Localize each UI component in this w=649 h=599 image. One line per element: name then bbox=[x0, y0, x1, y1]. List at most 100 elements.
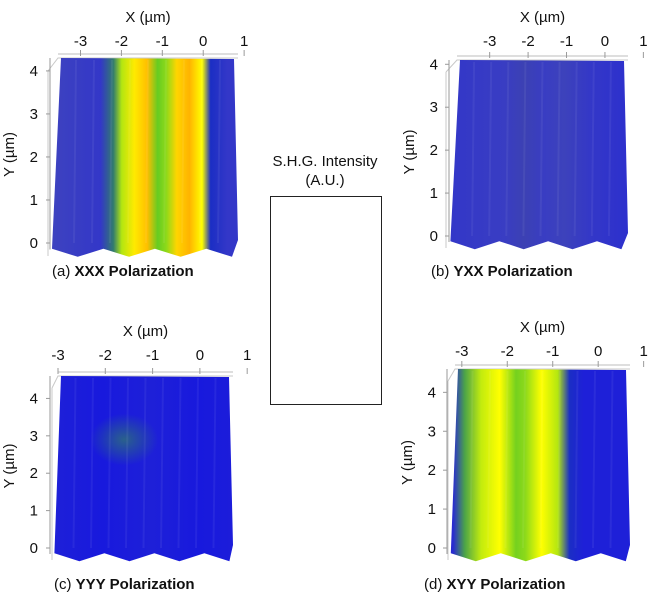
surface-striation bbox=[609, 370, 614, 549]
y-axis-label: Y (µm) bbox=[1, 443, 18, 488]
caption-c-prefix: (c) bbox=[54, 576, 76, 593]
x-tick-label: 0 bbox=[601, 33, 609, 50]
surface-striation bbox=[471, 61, 476, 237]
surface-striation bbox=[522, 370, 526, 549]
surface-striation bbox=[539, 370, 544, 549]
x-tick-label: 1 bbox=[243, 347, 251, 364]
x-axis-label: X (µm) bbox=[520, 319, 565, 336]
surface-striation bbox=[90, 377, 94, 549]
box-back-edge bbox=[47, 57, 238, 72]
surface-striation bbox=[142, 377, 147, 549]
surface-striation bbox=[195, 377, 199, 549]
y-tick-label: 4 bbox=[30, 63, 38, 80]
box-back-edge bbox=[51, 375, 233, 389]
surface-striation bbox=[574, 370, 579, 549]
y-tick-label: 2 bbox=[30, 149, 38, 166]
surface-striation bbox=[217, 59, 221, 244]
legend-box bbox=[270, 196, 382, 405]
y-tick-label: 4 bbox=[428, 384, 436, 401]
surface-striation bbox=[607, 61, 612, 237]
y-tick-label: 2 bbox=[428, 462, 436, 479]
x-tick-label: -1 bbox=[560, 33, 573, 50]
x-tick-label: -3 bbox=[51, 347, 64, 364]
surface-striation bbox=[505, 61, 510, 237]
surface-striation bbox=[160, 377, 164, 549]
x-tick-label: -3 bbox=[455, 343, 468, 360]
surface-striation bbox=[73, 59, 77, 244]
y-tick-label: 3 bbox=[30, 106, 38, 123]
surface-striation bbox=[91, 59, 95, 244]
surface-hotspot bbox=[90, 413, 159, 466]
y-tick-label: 1 bbox=[428, 501, 436, 518]
surface-striation bbox=[181, 59, 185, 244]
x-tick-label: 0 bbox=[594, 343, 602, 360]
box-back-edge bbox=[445, 59, 628, 73]
panel-b: 0 1 2 3 4 Y (µm) -3 -2 -1 0 1 X (µm) bbox=[401, 9, 648, 250]
x-tick-label: -1 bbox=[156, 33, 169, 50]
x-tick-label: -2 bbox=[501, 343, 514, 360]
y-axis-label: Y (µm) bbox=[1, 132, 18, 177]
y-tick-label: 0 bbox=[430, 228, 438, 245]
panel-a: 0 1 2 3 4 Y (µm) -3 -2 -1 0 1 X (µm) bbox=[1, 9, 248, 257]
y-tick-label: 2 bbox=[430, 142, 438, 159]
surface-striation bbox=[573, 61, 578, 237]
surface-striation bbox=[177, 377, 182, 549]
surface-striation bbox=[107, 377, 112, 549]
surface-striation bbox=[72, 377, 77, 549]
caption-d: (d) XYY Polarization bbox=[424, 576, 565, 593]
caption-d-prefix: (d) bbox=[424, 576, 447, 593]
y-tick-label: 4 bbox=[430, 56, 438, 73]
x-tick-label: -2 bbox=[99, 347, 112, 364]
x-tick-label: 1 bbox=[240, 33, 248, 50]
x-tick-label: 1 bbox=[639, 33, 647, 50]
surface-striation bbox=[487, 370, 491, 549]
legend-title-line2: (A.U.) bbox=[305, 172, 345, 189]
surface-striation bbox=[556, 61, 561, 237]
y-axis-label: Y (µm) bbox=[401, 129, 418, 174]
surface-striation bbox=[590, 61, 595, 237]
caption-c-bold: YYY Polarization bbox=[75, 576, 195, 593]
panel-d: 0 1 2 3 4 Y (µm) -3 -2 -1 0 1 X (µm) bbox=[399, 319, 648, 562]
x-axis-label: X (µm) bbox=[520, 9, 565, 26]
caption-d-bold: XYY Polarization bbox=[446, 576, 566, 593]
surface-striation bbox=[488, 61, 493, 237]
x-tick-label: -3 bbox=[74, 33, 87, 50]
y-tick-label: 0 bbox=[428, 540, 436, 557]
shg-surface bbox=[52, 58, 238, 257]
surface-striation bbox=[539, 61, 544, 237]
caption-c: (c) YYY Polarization bbox=[54, 576, 195, 593]
x-tick-label: -2 bbox=[521, 33, 534, 50]
x-tick-label: -1 bbox=[146, 347, 159, 364]
y-tick-label: 2 bbox=[30, 465, 38, 482]
x-tick-label: 0 bbox=[196, 347, 204, 364]
surface-striation bbox=[592, 370, 596, 549]
caption-a-prefix: (a) bbox=[52, 263, 75, 280]
surface-striation bbox=[199, 59, 203, 244]
legend-title-line1: S.H.G. Intensity bbox=[272, 153, 378, 170]
x-tick-label: 1 bbox=[639, 343, 647, 360]
shg-surface bbox=[450, 369, 630, 562]
caption-a-bold: XXX Polarization bbox=[74, 263, 194, 280]
surface-striation bbox=[109, 59, 113, 244]
surface-striation bbox=[522, 61, 527, 237]
surface-striation bbox=[469, 370, 474, 549]
caption-a: (a) XXX Polarization bbox=[52, 263, 194, 280]
y-tick-label: 0 bbox=[30, 540, 38, 557]
y-tick-label: 3 bbox=[30, 428, 38, 445]
surface-striation bbox=[127, 59, 131, 244]
y-tick-label: 1 bbox=[30, 503, 38, 520]
surface-striation bbox=[212, 377, 217, 549]
x-tick-label: 0 bbox=[199, 33, 207, 50]
surface-striation bbox=[557, 370, 561, 549]
surface-striation bbox=[125, 377, 129, 549]
y-tick-label: 1 bbox=[30, 192, 38, 209]
shg-surface bbox=[450, 60, 628, 250]
box-back-edge bbox=[447, 368, 630, 382]
x-tick-label: -3 bbox=[483, 33, 496, 50]
x-tick-label: -1 bbox=[546, 343, 559, 360]
y-tick-label: 1 bbox=[430, 185, 438, 202]
caption-b-bold: YXX Polarization bbox=[453, 263, 573, 280]
y-tick-label: 3 bbox=[428, 423, 436, 440]
surface-striation bbox=[163, 59, 167, 244]
